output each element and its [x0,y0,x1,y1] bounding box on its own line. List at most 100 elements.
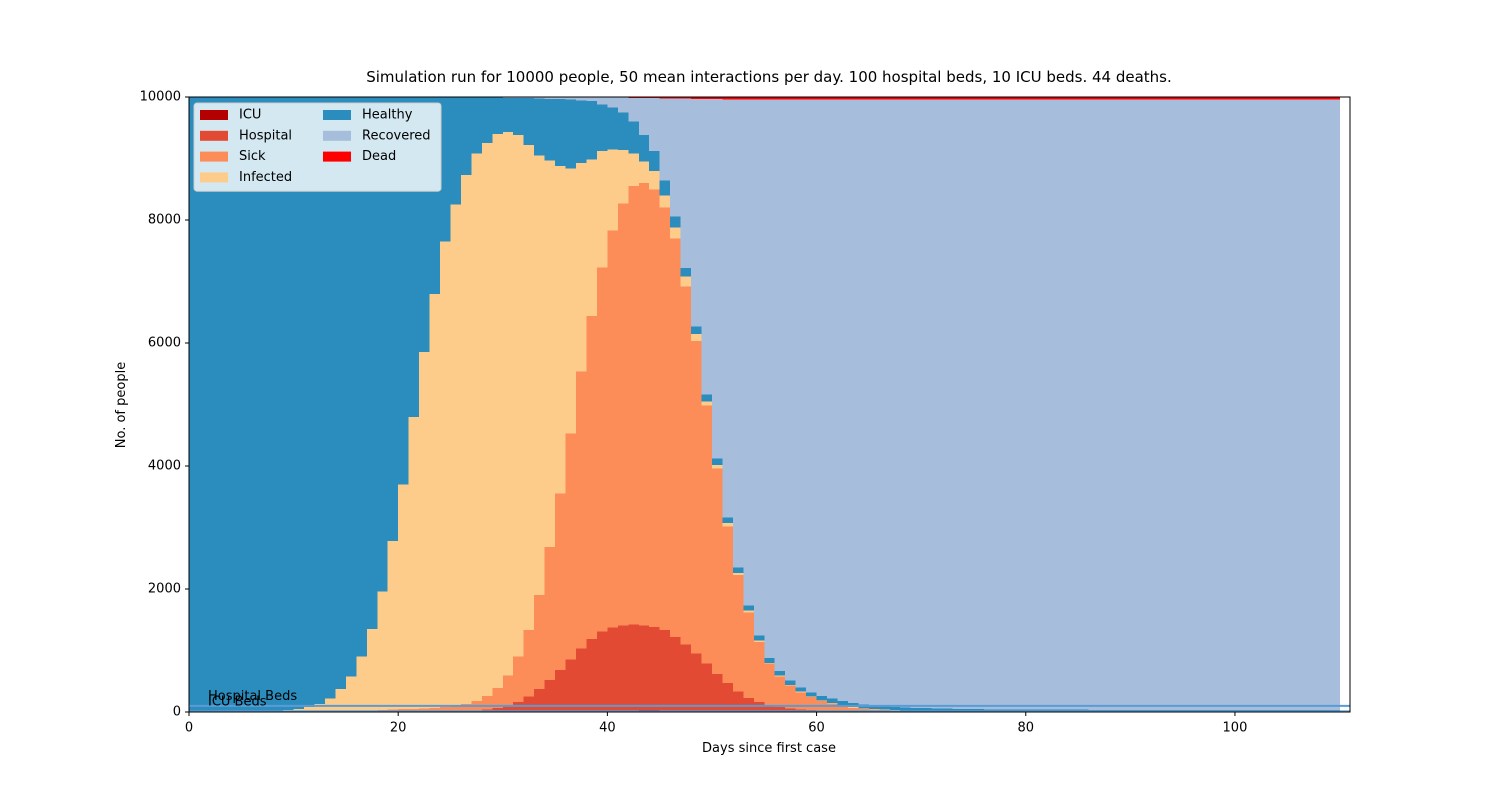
y-tick-label: 8000 [148,213,181,228]
legend-swatch [200,152,228,162]
legend-label: Recovered [362,128,431,143]
bar-segment [555,494,566,671]
bar-segment [1151,100,1162,710]
bar-segment [722,99,733,517]
bar-segment [524,697,535,712]
bar-segment [492,134,503,688]
bar-segment [513,657,524,703]
bar-segment [911,708,922,711]
bar-segment [409,417,420,709]
bar-segment [503,132,514,676]
bar-segment [461,175,472,704]
y-tick-label: 10000 [140,90,181,105]
x-tick-label: 100 [1223,721,1248,736]
bar-segment [440,97,451,241]
bar-segment [628,122,639,154]
bar-segment [597,151,608,267]
bar-segment [649,151,660,171]
bar-segment [471,97,482,153]
bar-segment [607,97,618,107]
bar-segment [890,707,901,710]
x-tick-label: 0 [185,721,193,736]
bar-segment [837,701,848,705]
bar-segment [963,100,974,709]
bar-segment [566,660,577,711]
bar-segment [1235,100,1246,710]
bar-segment [1036,100,1047,710]
x-tick-label: 20 [390,721,407,736]
bar-segment [1120,100,1131,710]
bar-segment [827,100,838,699]
bar-segment [754,641,765,642]
bar-segment [607,107,618,149]
bar-segment [722,523,733,526]
bar-segment [367,629,378,711]
bar-segment [524,145,535,630]
bar-segment [597,104,608,151]
bar-segment [942,100,953,709]
bar-segment [1193,100,1204,710]
bar-segment [827,698,838,702]
bar-segment [691,654,702,711]
bar-segment [764,658,775,663]
bar-segment [639,98,650,135]
bar-segment [1078,100,1089,710]
bar-segment [1256,100,1267,710]
legend: ICUHospitalSickInfectedHealthyRecoveredD… [194,103,441,191]
bar-segment [1141,100,1152,710]
bar-segment [388,541,399,710]
bar-segment [796,687,807,691]
bar-segment [586,160,597,316]
chart-title: Simulation run for 10000 people, 50 mean… [366,68,1172,86]
bar-segment [419,352,430,708]
bar-segment [1089,100,1100,710]
bar-segment [503,98,514,132]
bar-segment [534,155,545,595]
bar-segment [618,625,629,710]
bar-segment [607,149,618,230]
bar-segment [649,627,660,710]
bar-segment [681,277,692,287]
bar-segment [534,595,545,689]
bar-segment [597,267,608,631]
bar-segment [796,692,807,709]
bar-segment [754,702,765,711]
bar-segment [670,238,681,637]
bar-segment [806,697,817,698]
bar-segment [921,100,932,708]
bar-segment [754,636,765,641]
bar-segment [827,703,838,711]
bar-segment [722,517,733,523]
bar-segment [712,468,723,673]
bar-segment [1319,100,1330,710]
bar-segment [702,663,713,710]
bar-segment [628,625,639,711]
bar-segment [492,98,503,134]
bar-segment [733,692,744,712]
y-tick-label: 0 [173,705,181,720]
bar-segment [628,186,639,624]
legend-swatch [200,110,228,120]
bar-segment [900,100,911,708]
bar-segment [513,98,524,135]
bar-segment [586,316,597,639]
bar-segment [1172,100,1183,710]
bar-segment [764,100,775,658]
bar-segment [1308,100,1319,710]
bar-segment [932,100,943,709]
bar-segment [1224,100,1235,710]
bar-segment [639,162,650,184]
bar-segment [848,707,859,708]
bar-segment [973,100,984,710]
bar-segment [639,183,650,625]
bar-segment [1068,100,1079,710]
bar-segment [879,100,890,706]
bar-segment [482,696,493,710]
bar-segment [576,97,587,100]
bar-segment [1204,100,1215,710]
bar-segment [1047,100,1058,710]
bar-segment [984,100,995,710]
bar-segment [702,401,713,405]
bar-segment [1057,100,1068,710]
bar-segment [764,663,775,664]
